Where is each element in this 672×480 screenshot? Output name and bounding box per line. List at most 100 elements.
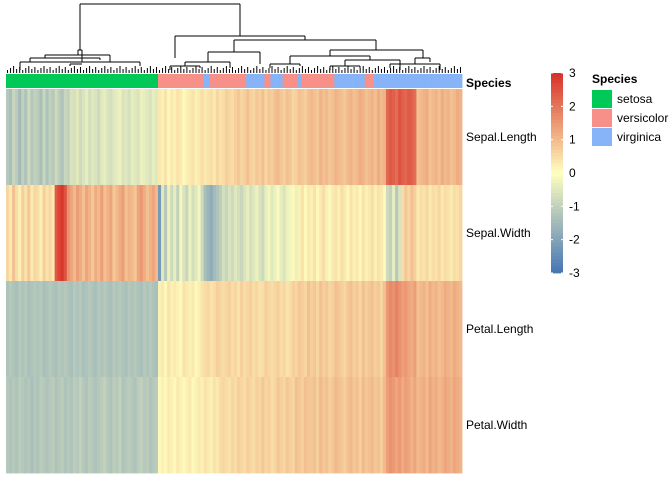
heatmap-cell xyxy=(173,89,177,186)
species-legend: Species setosa versicolor virginica xyxy=(592,72,668,146)
heatmap-cell xyxy=(367,377,372,474)
heatmap-cell xyxy=(297,185,302,282)
heatmap-cell xyxy=(376,281,381,378)
heatmap-cell xyxy=(136,281,141,378)
colorbar-segment xyxy=(551,119,563,124)
heatmap-cell xyxy=(57,89,62,186)
heatmap-cell xyxy=(66,281,71,378)
heatmap-cell xyxy=(352,377,356,474)
heatmap-cell xyxy=(367,185,372,282)
colorbar-segment xyxy=(551,86,563,91)
heatmap-cell xyxy=(94,89,98,186)
colorbar-segment xyxy=(551,179,563,184)
heatmap-cell xyxy=(75,377,80,474)
annotation-cell xyxy=(200,74,204,88)
heatmap-cell xyxy=(382,281,387,378)
heatmap-cell xyxy=(124,185,128,282)
heatmap-cell xyxy=(27,89,31,186)
heatmap-cell xyxy=(279,89,284,186)
colorbar-segment xyxy=(551,253,563,257)
heatmap-cell xyxy=(446,185,451,282)
heatmap-cell xyxy=(343,185,347,282)
heatmap-cell xyxy=(39,377,43,474)
annotation-cell xyxy=(66,74,71,88)
heatmap-cell xyxy=(42,89,46,186)
heatmap-cell xyxy=(434,281,439,378)
heatmap-cell xyxy=(66,89,71,186)
heatmap-cell xyxy=(227,377,232,474)
heatmap-cell xyxy=(148,281,153,378)
heatmap-cell xyxy=(316,377,320,474)
annotation-cell xyxy=(255,74,259,88)
heatmap-cell xyxy=(267,89,271,186)
heatmap-cell xyxy=(404,89,408,186)
heatmap-cell xyxy=(203,281,208,378)
heatmap-cell xyxy=(72,281,77,378)
heatmap-cell xyxy=(404,377,408,474)
heatmap-cell xyxy=(452,281,457,378)
heatmap-cell xyxy=(337,89,341,186)
heatmap-cell xyxy=(85,89,89,186)
heatmap-cell xyxy=(404,185,408,282)
heatmap-cell xyxy=(130,185,135,282)
annotation-cell xyxy=(60,74,65,88)
heatmap-cell xyxy=(103,281,107,378)
heatmap-cell xyxy=(203,185,208,282)
heatmap-cell xyxy=(373,185,378,282)
species-legend-swatch xyxy=(592,90,612,108)
heatmap-cell xyxy=(386,185,390,282)
annotation-cell xyxy=(297,74,302,88)
species-legend-label: setosa xyxy=(617,92,653,106)
heatmap-cell xyxy=(240,377,244,474)
heatmap-cell xyxy=(401,377,405,474)
heatmap-cell xyxy=(145,89,150,186)
heatmap-cell xyxy=(419,185,423,282)
heatmap-cell xyxy=(395,281,399,378)
heatmap-cell xyxy=(36,185,40,282)
heatmap-cell xyxy=(349,185,353,282)
heatmap-cell xyxy=(340,281,344,378)
heatmap-cell xyxy=(243,89,247,186)
heatmap-cell xyxy=(6,281,10,378)
colorbar-segment xyxy=(551,246,563,251)
heatmap-cell xyxy=(325,89,329,186)
heatmap-cell xyxy=(85,281,89,378)
colorbar-segment xyxy=(551,139,563,144)
heatmap-cell xyxy=(343,89,347,186)
heatmap-cell xyxy=(224,185,229,282)
colorbar-tick-label: -1 xyxy=(569,199,580,213)
heatmap-cell xyxy=(361,185,366,282)
heatmap-cell xyxy=(6,89,10,186)
heatmap-cell xyxy=(82,281,86,378)
heatmap-cell xyxy=(352,281,356,378)
heatmap-cell xyxy=(255,89,259,186)
heatmap-cell xyxy=(264,89,268,186)
heatmap-cell xyxy=(297,281,302,378)
colorbar-segment xyxy=(551,259,563,264)
heatmap-cell xyxy=(322,281,326,378)
heatmap-cell xyxy=(69,281,74,378)
heatmap-cell xyxy=(319,377,323,474)
heatmap-cell xyxy=(437,185,442,282)
heatmap-cell xyxy=(27,377,31,474)
heatmap-cell xyxy=(255,281,259,378)
heatmap-cell xyxy=(358,89,363,186)
heatmap-cell xyxy=(431,281,436,378)
heatmap-cell xyxy=(200,377,204,474)
annotation-cell xyxy=(331,74,335,88)
annotation-cell xyxy=(237,74,241,88)
heatmap-cell xyxy=(291,281,296,378)
heatmap-cell xyxy=(455,185,460,282)
heatmap-cell xyxy=(234,89,238,186)
heatmap-cell xyxy=(18,89,22,186)
heatmap-cell xyxy=(294,377,299,474)
heatmap-cell xyxy=(158,185,162,282)
annotation-cell xyxy=(136,74,141,88)
annotation-cell xyxy=(103,74,107,88)
heatmap-cell xyxy=(267,281,271,378)
heatmap-cell xyxy=(346,281,350,378)
annotation-cell xyxy=(142,74,147,88)
heatmap-cell xyxy=(237,281,241,378)
colorbar-segment xyxy=(551,136,563,141)
heatmap-cell xyxy=(69,377,74,474)
